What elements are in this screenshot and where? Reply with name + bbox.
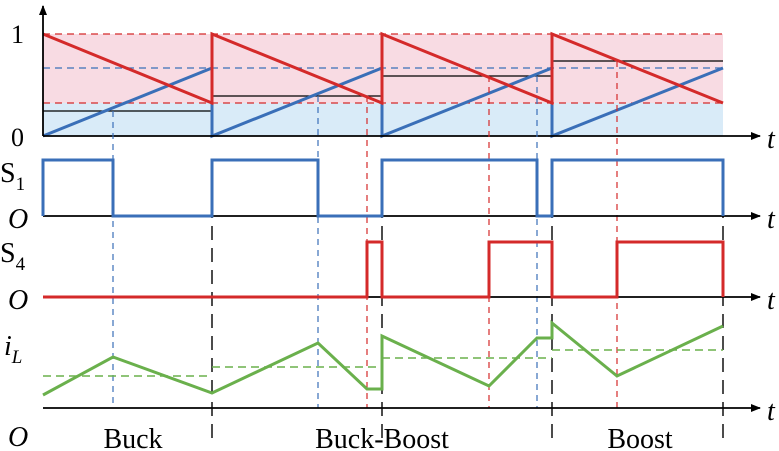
mode-labels: Buck Buck-Boost Boost bbox=[103, 424, 672, 451]
s1-label-main: S bbox=[0, 158, 16, 189]
il-label-sub: L bbox=[11, 347, 23, 368]
t-label-il: t bbox=[767, 396, 776, 427]
s4-label-main: S bbox=[0, 238, 16, 269]
il-label-main: i bbox=[4, 331, 12, 362]
il-panel: iL O t bbox=[4, 319, 776, 451]
carrier-panel: 1 0 t bbox=[11, 5, 776, 155]
s1-panel: S1 O t bbox=[0, 158, 776, 235]
y-tick-zero: 0 bbox=[11, 123, 24, 152]
origin-s4: O bbox=[8, 285, 28, 316]
s4-label-sub: 4 bbox=[16, 254, 26, 275]
t-label-s1: t bbox=[767, 204, 776, 235]
mode-label-buck: Buck bbox=[103, 424, 162, 451]
s1-label-sub: 1 bbox=[16, 174, 26, 195]
il-waveform bbox=[42, 319, 724, 397]
y-tick-one: 1 bbox=[11, 20, 24, 49]
s4-panel: S4 O t bbox=[0, 238, 776, 316]
s1-waveform bbox=[41, 158, 725, 218]
red-carrier bbox=[42, 31, 724, 106]
s4-label: S4 bbox=[0, 238, 26, 275]
origin-s1: O bbox=[8, 204, 28, 235]
s4-waveform bbox=[43, 240, 725, 299]
period-markers bbox=[211, 160, 724, 445]
t-label-s4: t bbox=[767, 285, 776, 316]
mode-label-buck-boost: Buck-Boost bbox=[315, 424, 449, 451]
origin-il: O bbox=[8, 422, 28, 451]
t-label-top: t bbox=[767, 124, 776, 155]
mode-label-boost: Boost bbox=[607, 424, 673, 451]
il-average-lines bbox=[43, 349, 723, 377]
s1-label: S1 bbox=[0, 158, 25, 195]
il-label: iL bbox=[4, 331, 22, 368]
